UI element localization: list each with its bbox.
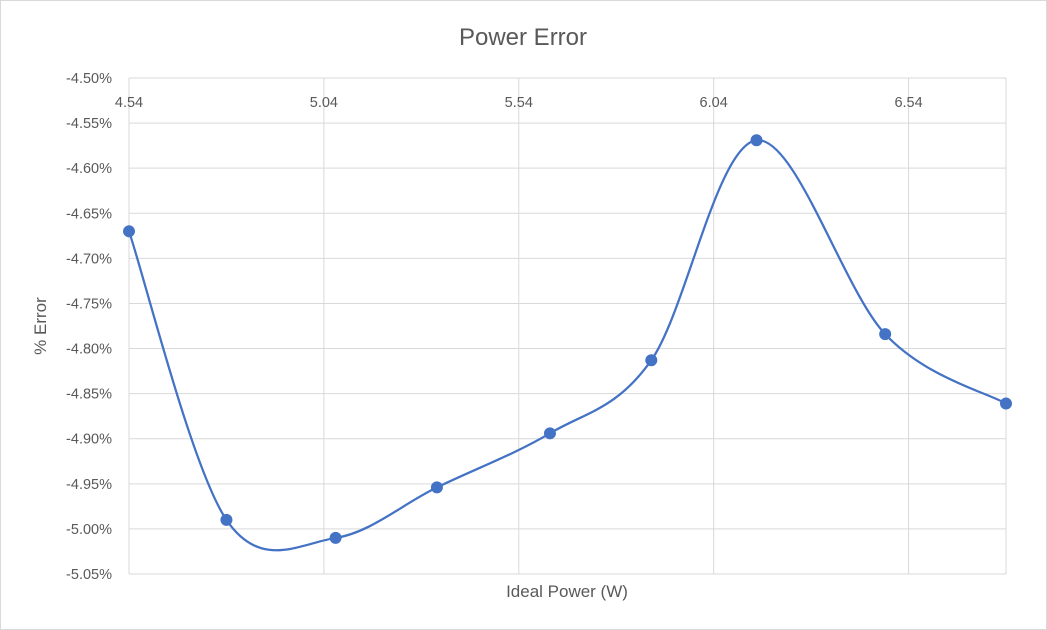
- data-point: [645, 354, 658, 367]
- x-tick-label: 6.54: [894, 95, 922, 111]
- x-tick-label: 6.04: [700, 95, 728, 111]
- series-markers: [123, 134, 1012, 544]
- y-tick-labels: -4.50% -4.55% -4.60% -4.65% -4.70% -4.75% -4.8…: [66, 71, 112, 583]
- y-tick-label: -4.80%: [66, 342, 112, 358]
- data-point: [329, 531, 342, 544]
- x-tick-label: 4.54: [115, 95, 143, 111]
- data-point: [543, 427, 556, 440]
- x-tick-labels: 4.54 5.04 5.54 6.04 6.54: [115, 95, 923, 111]
- y-axis-title: % Error: [31, 297, 50, 355]
- data-point: [879, 328, 892, 341]
- data-point: [123, 225, 135, 238]
- y-tick-label: -4.75%: [66, 296, 112, 312]
- x-axis-title: Ideal Power (W): [506, 582, 628, 601]
- data-point: [220, 513, 233, 526]
- gridlines: [128, 77, 1007, 575]
- y-tick-label: -4.85%: [66, 387, 112, 403]
- x-tick-label: 5.54: [505, 95, 533, 111]
- data-point: [1000, 397, 1012, 410]
- y-tick-label: -4.95%: [66, 477, 112, 493]
- chart-title: Power Error: [459, 24, 587, 51]
- y-tick-label: -4.50%: [66, 71, 112, 87]
- y-tick-label: -4.90%: [66, 432, 112, 448]
- y-tick-label: -5.00%: [66, 522, 112, 538]
- series-line: [127, 139, 1008, 552]
- x-tick-label: 5.04: [310, 95, 338, 111]
- y-tick-label: -5.05%: [66, 567, 112, 583]
- data-point: [430, 481, 443, 494]
- y-tick-label: -4.70%: [66, 251, 112, 267]
- y-tick-label: -4.60%: [66, 161, 112, 177]
- y-tick-label: -4.65%: [66, 206, 112, 222]
- data-point: [750, 134, 763, 147]
- series-lines: [127, 139, 1008, 552]
- y-tick-label: -4.55%: [66, 116, 112, 132]
